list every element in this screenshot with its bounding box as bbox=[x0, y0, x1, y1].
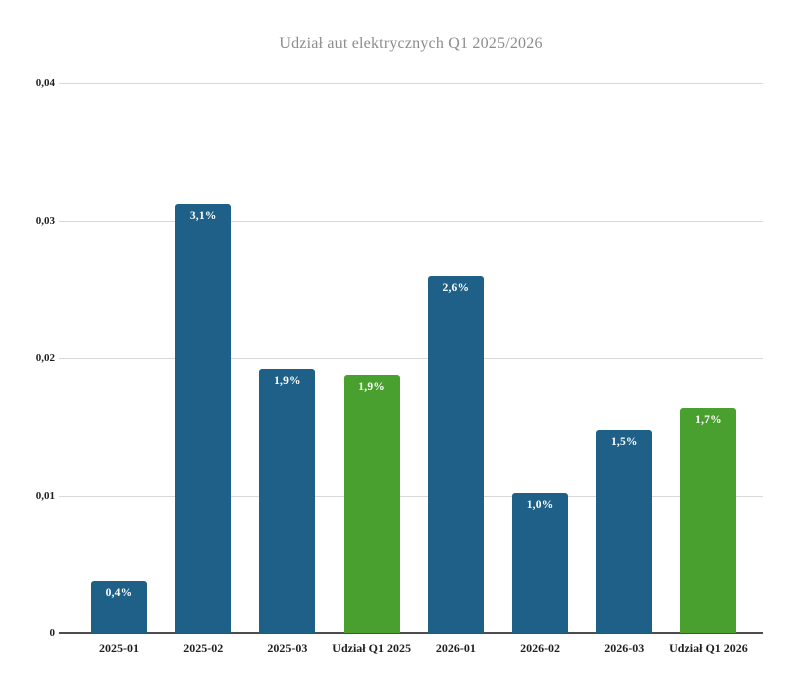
gridline bbox=[59, 83, 763, 84]
bar-udział-q1-2026: 1,7% bbox=[680, 407, 737, 633]
bar-2026-01: 2,6% bbox=[427, 275, 484, 633]
y-tick-label: 0 bbox=[49, 627, 56, 639]
bar-value-label: 3,1% bbox=[189, 210, 217, 222]
bar-2025-02: 3,1% bbox=[175, 204, 232, 633]
x-tick-label: 2026-03 bbox=[604, 641, 645, 655]
x-tick-label: Udział Q1 2026 bbox=[669, 641, 748, 655]
gridline bbox=[59, 220, 763, 222]
y-tick-label: 0,04 bbox=[35, 77, 55, 89]
bar-value-label: 1,7% bbox=[695, 413, 722, 426]
bar-2026-03: 1,5% bbox=[596, 429, 653, 633]
x-tick-label: 2026-02 bbox=[520, 641, 561, 655]
bar-udział-q1-2025: 1,9% bbox=[343, 374, 400, 633]
gridline bbox=[59, 358, 763, 359]
bar-2025-03: 1,9% bbox=[259, 369, 316, 633]
x-tick-label: 2026-01 bbox=[435, 641, 476, 655]
bar-value-label: 2,6% bbox=[442, 281, 470, 294]
chart-title: Udział aut elektrycznych Q1 2025/2026 bbox=[279, 35, 543, 52]
bar-2025-01: 0,4% bbox=[91, 580, 147, 633]
gridline bbox=[59, 495, 763, 497]
y-tick-label: 0,01 bbox=[35, 489, 55, 502]
bar-value-label: 0,4% bbox=[105, 586, 133, 599]
bar-value-label: 1,9% bbox=[358, 380, 385, 393]
x-axis-line bbox=[59, 632, 763, 634]
bar-value-label: 1,0% bbox=[526, 498, 554, 511]
y-tick-label: 0,02 bbox=[35, 352, 55, 364]
x-tick-label: 2025-01 bbox=[99, 641, 139, 655]
x-tick-label: 2025-03 bbox=[267, 641, 308, 655]
x-tick-label: 2025-02 bbox=[183, 641, 224, 655]
plot-area: 0 0,01 0,02 0,03 0,04 0,4% 2025-01 3,1% 2025-02 1… bbox=[36, 78, 763, 655]
y-tick-label: 0,03 bbox=[35, 214, 55, 227]
bar-value-label: 1,9% bbox=[274, 375, 301, 387]
bar-value-label: 1,5% bbox=[610, 435, 638, 448]
x-tick-label: Udział Q1 2025 bbox=[332, 641, 411, 655]
bar-2026-02: 1,0% bbox=[512, 492, 569, 633]
